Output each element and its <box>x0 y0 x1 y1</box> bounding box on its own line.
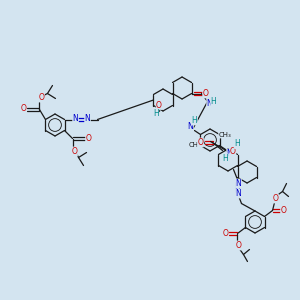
Text: O: O <box>38 93 44 102</box>
Text: O: O <box>280 206 286 215</box>
Text: O: O <box>223 229 228 238</box>
Text: N: N <box>236 179 242 188</box>
Text: H: H <box>153 109 159 118</box>
Text: O: O <box>236 241 242 250</box>
Text: O: O <box>72 147 77 156</box>
Text: O: O <box>198 138 203 147</box>
Text: H: H <box>211 97 217 106</box>
Text: CH₃: CH₃ <box>219 132 231 138</box>
Text: O: O <box>85 134 91 143</box>
Text: N: N <box>227 149 233 158</box>
Text: N: N <box>73 114 78 123</box>
Text: H: H <box>234 140 240 148</box>
Text: H: H <box>192 116 197 125</box>
Text: N: N <box>188 122 193 131</box>
Text: O: O <box>202 89 208 98</box>
Text: N: N <box>236 189 242 198</box>
Text: N: N <box>207 99 212 108</box>
Text: O: O <box>20 104 26 113</box>
Text: CH₃: CH₃ <box>189 142 201 148</box>
Text: O: O <box>273 194 278 203</box>
Text: O: O <box>230 148 236 157</box>
Text: N: N <box>85 114 90 123</box>
Text: H: H <box>223 154 228 163</box>
Text: O: O <box>156 100 162 109</box>
